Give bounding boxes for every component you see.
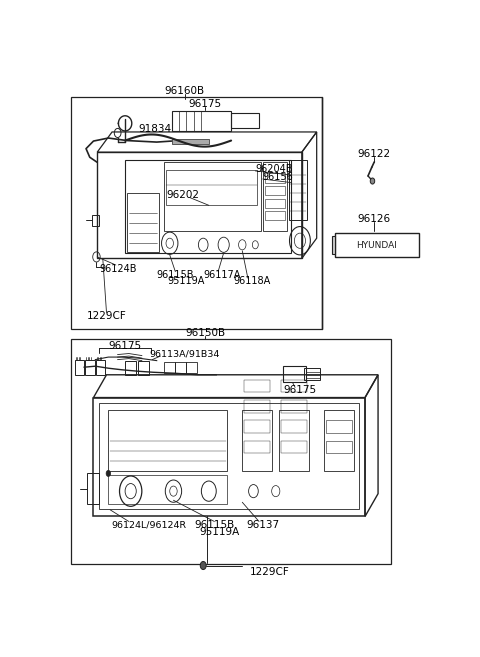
Text: 96117A: 96117A bbox=[203, 269, 240, 280]
Text: 96175: 96175 bbox=[283, 385, 316, 395]
Text: 96150B: 96150B bbox=[185, 328, 225, 338]
Polygon shape bbox=[172, 139, 209, 144]
Text: 96175: 96175 bbox=[189, 99, 222, 109]
Text: 96156: 96156 bbox=[263, 172, 293, 182]
Text: 96124L/96124R: 96124L/96124R bbox=[112, 520, 187, 530]
Text: 96124B: 96124B bbox=[99, 263, 136, 273]
Text: 96122: 96122 bbox=[358, 148, 391, 159]
Circle shape bbox=[200, 562, 206, 570]
Circle shape bbox=[106, 470, 110, 476]
Text: HYUNDAI: HYUNDAI bbox=[357, 240, 397, 250]
Circle shape bbox=[370, 178, 375, 184]
Polygon shape bbox=[332, 236, 335, 254]
Text: 95119A: 95119A bbox=[168, 276, 205, 286]
Text: 1229CF: 1229CF bbox=[250, 567, 290, 577]
Text: 1229CF: 1229CF bbox=[86, 311, 126, 321]
Text: 96118A: 96118A bbox=[233, 276, 270, 286]
Text: 91834: 91834 bbox=[138, 124, 171, 135]
Text: 96204B: 96204B bbox=[255, 164, 293, 174]
Text: 96202: 96202 bbox=[166, 190, 199, 200]
Text: 96115B: 96115B bbox=[194, 520, 235, 530]
Text: 96137: 96137 bbox=[246, 520, 279, 530]
Text: 96113A/91B34: 96113A/91B34 bbox=[149, 350, 220, 359]
Text: 95119A: 95119A bbox=[200, 527, 240, 537]
Text: 96175: 96175 bbox=[108, 341, 142, 351]
Text: 96160B: 96160B bbox=[165, 86, 204, 96]
Text: 96126: 96126 bbox=[358, 214, 391, 224]
Text: 96115B: 96115B bbox=[156, 269, 194, 280]
